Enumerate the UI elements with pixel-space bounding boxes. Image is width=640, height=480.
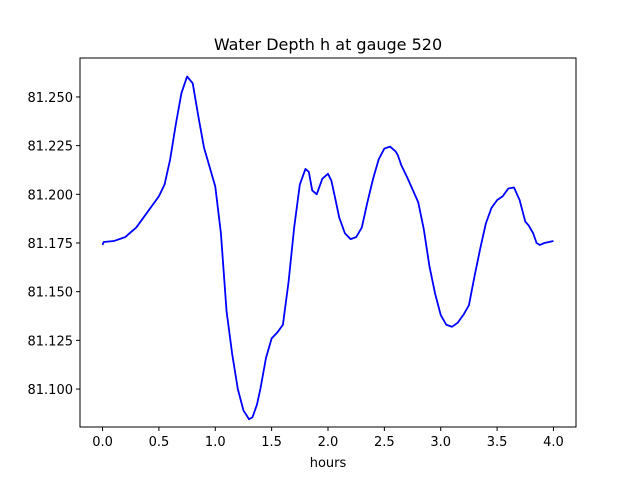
x-axis-ticks: 0.0 0.5 1.0 1.5 2.0 2.5 3.0 3.5 4.0 xyxy=(92,427,564,450)
y-tick-label: 81.100 xyxy=(28,383,74,398)
series-line xyxy=(101,75,554,421)
y-axis-ticks: 81.100 81.125 81.150 81.175 81.200 81.225 81.2… xyxy=(28,91,80,398)
x-tick-label: 0.5 xyxy=(149,435,170,450)
y-tick-label: 81.200 xyxy=(28,188,74,203)
y-tick-label: 81.225 xyxy=(28,140,74,155)
x-tick-label: 0.0 xyxy=(92,435,113,450)
y-tick-label: 81.125 xyxy=(28,334,74,349)
y-tick-label: 81.250 xyxy=(28,91,74,106)
x-tick-label: 3.5 xyxy=(487,435,508,450)
x-tick-label: 2.5 xyxy=(374,435,395,450)
chart-title: Water Depth h at gauge 520 xyxy=(214,35,442,54)
y-tick-label: 81.175 xyxy=(28,237,74,252)
x-tick-label: 1.0 xyxy=(205,435,226,450)
x-axis-label: hours xyxy=(310,456,347,471)
x-tick-label: 1.5 xyxy=(261,435,282,450)
x-tick-label: 2.0 xyxy=(318,435,339,450)
y-tick-label: 81.150 xyxy=(28,286,74,301)
x-tick-label: 3.0 xyxy=(430,435,451,450)
x-tick-label: 4.0 xyxy=(543,435,564,450)
